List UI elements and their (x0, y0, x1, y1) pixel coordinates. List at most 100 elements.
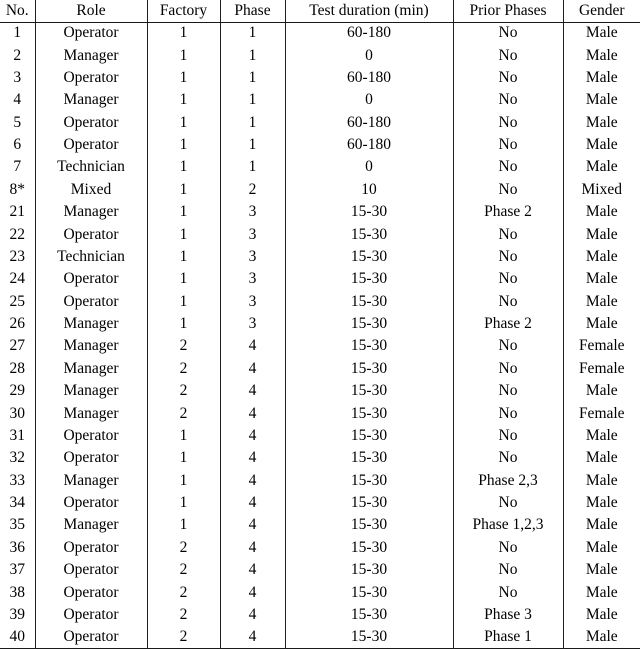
cell-prior-phases: No (452, 89, 563, 112)
table-row: 5 Operator 1 1 60-180 No Male (0, 111, 640, 134)
cell-factory: 1 (146, 312, 220, 336)
cell-role: Operator (34, 223, 147, 246)
cell-test-duration: 15-30 (284, 402, 453, 425)
cell-factory: 1 (146, 178, 220, 201)
cell-phase: 4 (219, 536, 285, 559)
cell-factory: 1 (146, 44, 220, 67)
cell-phase: 3 (219, 290, 285, 313)
cell-test-duration: 15-30 (284, 290, 453, 313)
cell-factory: 1 (146, 469, 220, 492)
cell-phase: 3 (219, 245, 285, 269)
table-row: 28 Manager 2 4 15-30 No Female (0, 357, 640, 380)
cell-no: 30 (9, 404, 26, 422)
cell-role: Manager (34, 335, 147, 358)
cell-role: Operator (34, 22, 147, 45)
cell-no: 23 (9, 247, 26, 265)
cell-prior-phases: Phase 1 (452, 626, 563, 649)
cell-no: 7 (13, 158, 22, 176)
cell-test-duration: 15-30 (284, 626, 453, 649)
cell-role: Technician (34, 156, 147, 179)
cell-gender: Male (562, 66, 640, 90)
column-header-test-duration: Test duration (min) (284, 0, 453, 23)
cell-factory: 2 (146, 626, 220, 649)
cell-prior-phases: No (452, 268, 563, 291)
cell-gender: Male (562, 245, 640, 269)
cell-no: 8* (9, 180, 26, 198)
cell-prior-phases: No (452, 156, 563, 179)
cell-test-duration: 15-30 (284, 201, 453, 224)
cell-no: 38 (9, 583, 26, 601)
table-row: 2 Manager 1 1 0 No Male (0, 44, 640, 67)
table-row: 40 Operator 2 4 15-30 Phase 1 Male (0, 626, 640, 649)
table-row: 25 Operator 1 3 15-30 No Male (0, 290, 640, 313)
cell-phase: 4 (219, 603, 285, 627)
table-row: 34 Operator 1 4 15-30 No Male (0, 491, 640, 515)
cell-factory: 2 (146, 357, 220, 380)
cell-gender: Mixed (562, 178, 640, 201)
cell-role: Technician (34, 245, 147, 269)
cell-gender: Male (562, 223, 640, 246)
cell-role: Operator (34, 66, 147, 90)
cell-prior-phases: Phase 2 (452, 201, 563, 224)
cell-phase: 4 (219, 514, 285, 537)
cell-prior-phases: No (452, 447, 563, 470)
column-header-no: No. (0, 0, 35, 23)
cell-no: 32 (9, 449, 26, 467)
cell-gender: Male (562, 290, 640, 313)
cell-test-duration: 15-30 (284, 536, 453, 559)
cell-prior-phases: No (452, 223, 563, 246)
cell-gender: Male (562, 268, 640, 291)
cell-prior-phases: No (452, 357, 563, 380)
cell-role: Manager (34, 201, 147, 224)
cell-factory: 1 (146, 514, 220, 537)
table-row: 22 Operator 1 3 15-30 No Male (0, 223, 640, 246)
cell-phase: 1 (219, 111, 285, 134)
cell-gender: Male (562, 603, 640, 627)
cell-role: Manager (34, 312, 147, 336)
cell-test-duration: 60-180 (284, 66, 453, 90)
cell-prior-phases: No (452, 424, 563, 448)
cell-role: Manager (34, 357, 147, 380)
cell-gender: Male (562, 44, 640, 67)
cell-test-duration: 15-30 (284, 469, 453, 492)
cell-factory: 1 (146, 268, 220, 291)
cell-role: Mixed (34, 178, 147, 201)
cell-test-duration: 15-30 (284, 581, 453, 604)
cell-factory: 2 (146, 581, 220, 604)
column-header-gender: Gender (562, 0, 640, 23)
cell-no: 34 (9, 494, 26, 512)
cell-prior-phases: Phase 1,2,3 (452, 514, 563, 537)
cell-role: Manager (34, 469, 147, 492)
table-body: 1 Operator 1 1 60-180 No Male 2 Manager 1 1 0 No Male… (0, 22, 640, 649)
cell-factory: 1 (146, 447, 220, 470)
table-row: 33 Manager 1 4 15-30 Phase 2,3 Male (0, 469, 640, 492)
cell-phase: 3 (219, 268, 285, 291)
cell-factory: 1 (146, 22, 220, 45)
cell-test-duration: 15-30 (284, 312, 453, 336)
cell-factory: 2 (146, 559, 220, 582)
cell-gender: Male (562, 111, 640, 134)
cell-role: Operator (34, 268, 147, 291)
column-header-role: Role (34, 0, 147, 23)
table-row: 38 Operator 2 4 15-30 No Male (0, 581, 640, 604)
cell-gender: Male (562, 424, 640, 448)
cell-no: 39 (9, 605, 26, 623)
cell-no: 2 (13, 46, 22, 64)
cell-role: Operator (34, 581, 147, 604)
cell-test-duration: 60-180 (284, 111, 453, 134)
table-row: 36 Operator 2 4 15-30 No Male (0, 536, 640, 559)
cell-factory: 1 (146, 201, 220, 224)
cell-factory: 2 (146, 603, 220, 627)
cell-no: 31 (9, 426, 26, 444)
table-row: 23 Technician 1 3 15-30 No Male (0, 245, 640, 269)
table-row: 24 Operator 1 3 15-30 No Male (0, 268, 640, 291)
cell-test-duration: 15-30 (284, 559, 453, 582)
cell-gender: Male (562, 201, 640, 224)
cell-role: Operator (34, 447, 147, 470)
cell-role: Operator (34, 536, 147, 559)
table-row: 4 Manager 1 1 0 No Male (0, 89, 640, 112)
cell-prior-phases: No (452, 581, 563, 604)
cell-phase: 4 (219, 469, 285, 492)
cell-gender: Male (562, 22, 640, 45)
